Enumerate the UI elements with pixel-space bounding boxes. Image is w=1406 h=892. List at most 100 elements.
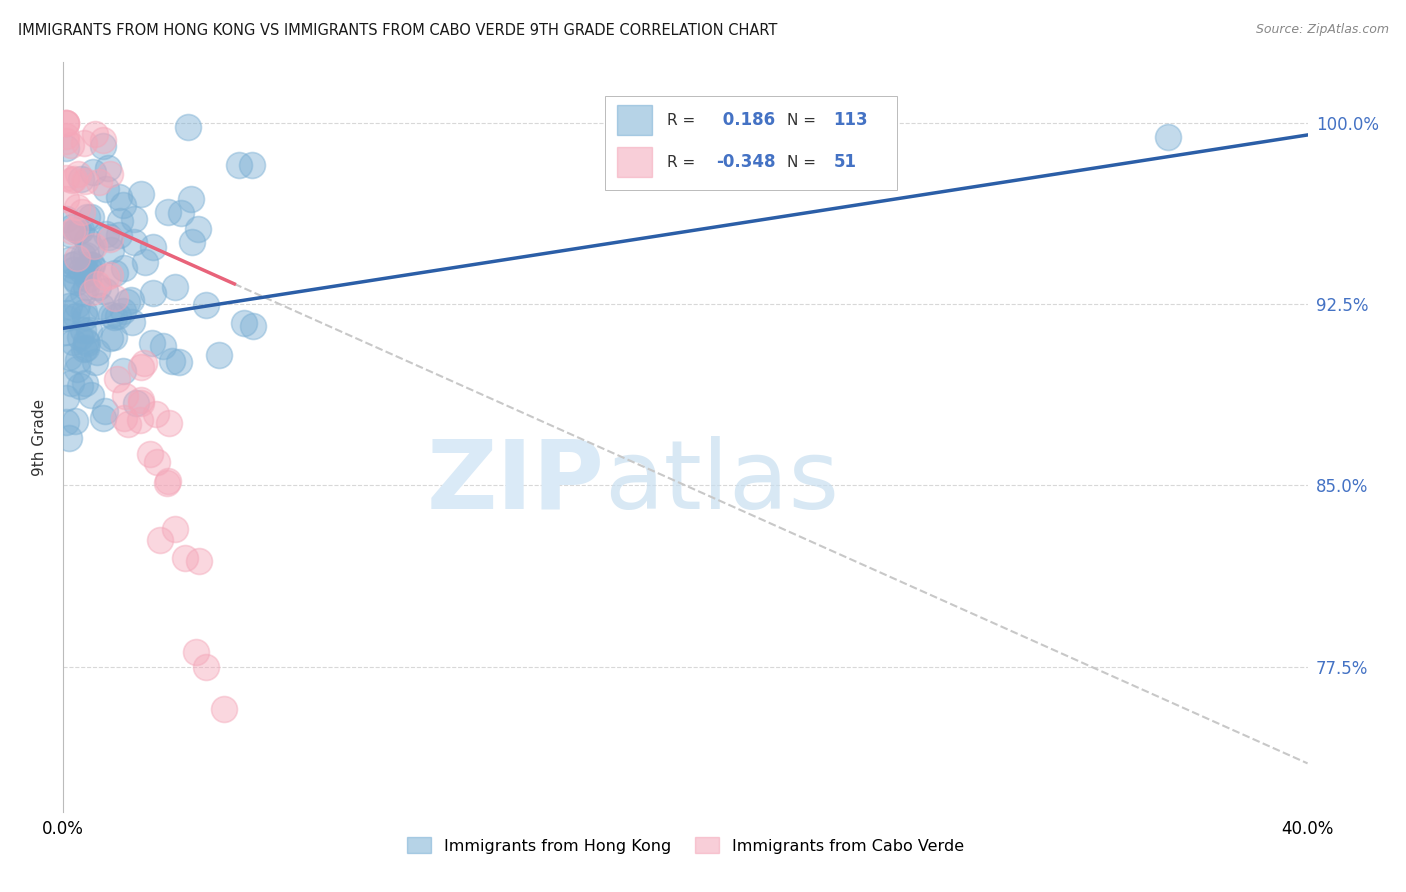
- Point: [55, 311, 77, 326]
- Point: [77, 323, 100, 337]
- Point: [98, 268, 121, 282]
- Point: [120, 293, 142, 307]
- Legend: Immigrants from Hong Kong, Immigrants from Cabo Verde: Immigrants from Hong Kong, Immigrants fr…: [401, 831, 970, 860]
- Bar: [617, 147, 652, 178]
- Point: [141, 336, 163, 351]
- Point: [65, 222, 87, 236]
- Text: 0.186: 0.186: [717, 112, 775, 129]
- Point: [72, 323, 94, 337]
- Point: [77, 260, 100, 275]
- Point: [65, 298, 87, 312]
- Y-axis label: 9th Grade: 9th Grade: [32, 399, 48, 475]
- Point: [72, 136, 94, 150]
- Point: [76, 341, 98, 355]
- Point: [55, 116, 77, 130]
- Point: [76, 266, 98, 280]
- Point: [75, 376, 97, 390]
- Point: [72, 249, 94, 263]
- Point: [146, 454, 169, 468]
- Point: [104, 266, 127, 280]
- Point: [80, 388, 103, 402]
- Point: [65, 271, 87, 285]
- Point: [104, 291, 127, 305]
- Point: [152, 339, 174, 353]
- Point: [55, 192, 77, 206]
- Point: [55, 170, 77, 185]
- Point: [177, 120, 200, 135]
- Point: [212, 702, 235, 716]
- Point: [66, 362, 89, 376]
- Point: [82, 165, 104, 179]
- Point: [60, 219, 83, 234]
- Point: [97, 161, 120, 176]
- Point: [100, 331, 122, 345]
- Point: [149, 533, 172, 547]
- Point: [228, 158, 250, 172]
- Point: [145, 407, 167, 421]
- Point: [103, 330, 125, 344]
- Point: [56, 306, 79, 320]
- Point: [59, 376, 82, 390]
- Point: [55, 325, 77, 339]
- Point: [1156, 130, 1178, 145]
- Point: [93, 284, 115, 298]
- Point: [108, 214, 131, 228]
- Point: [59, 227, 82, 241]
- Point: [103, 310, 125, 324]
- Point: [108, 190, 131, 204]
- Point: [59, 138, 82, 153]
- Point: [139, 447, 162, 461]
- Point: [63, 257, 86, 271]
- Point: [142, 286, 165, 301]
- Point: [91, 411, 114, 425]
- Point: [174, 551, 197, 566]
- Point: [86, 277, 108, 291]
- Text: 51: 51: [834, 153, 856, 171]
- Text: Source: ZipAtlas.com: Source: ZipAtlas.com: [1256, 23, 1389, 37]
- Point: [62, 334, 84, 349]
- Point: [157, 474, 180, 488]
- Text: ZIP: ZIP: [426, 435, 605, 529]
- Point: [156, 475, 179, 490]
- Text: N =: N =: [787, 112, 821, 128]
- Point: [129, 395, 152, 409]
- Point: [55, 116, 77, 130]
- Point: [91, 132, 114, 146]
- Point: [87, 175, 110, 189]
- Text: 113: 113: [834, 112, 868, 129]
- Point: [72, 285, 94, 300]
- Point: [98, 167, 121, 181]
- Point: [55, 140, 77, 154]
- Point: [66, 167, 89, 181]
- Point: [131, 393, 153, 408]
- Point: [170, 206, 193, 220]
- Point: [70, 171, 93, 186]
- FancyBboxPatch shape: [605, 96, 897, 190]
- Point: [69, 223, 91, 237]
- Point: [73, 305, 96, 319]
- Point: [194, 298, 217, 312]
- Point: [84, 127, 107, 141]
- Point: [129, 413, 152, 427]
- Point: [94, 227, 117, 241]
- Point: [111, 304, 134, 318]
- Point: [76, 336, 98, 351]
- Point: [76, 233, 98, 247]
- Point: [242, 318, 264, 333]
- Point: [66, 223, 89, 237]
- Point: [134, 356, 156, 370]
- Point: [65, 414, 87, 428]
- Point: [82, 285, 104, 299]
- Text: atlas: atlas: [605, 435, 839, 529]
- Point: [186, 645, 208, 659]
- Text: R =: R =: [666, 154, 700, 169]
- Point: [232, 316, 254, 330]
- Text: R =: R =: [666, 112, 700, 128]
- Point: [82, 258, 104, 272]
- Point: [75, 248, 97, 262]
- Point: [55, 415, 77, 429]
- Point: [65, 200, 87, 214]
- Point: [117, 417, 139, 432]
- Point: [129, 359, 152, 374]
- Point: [105, 372, 128, 386]
